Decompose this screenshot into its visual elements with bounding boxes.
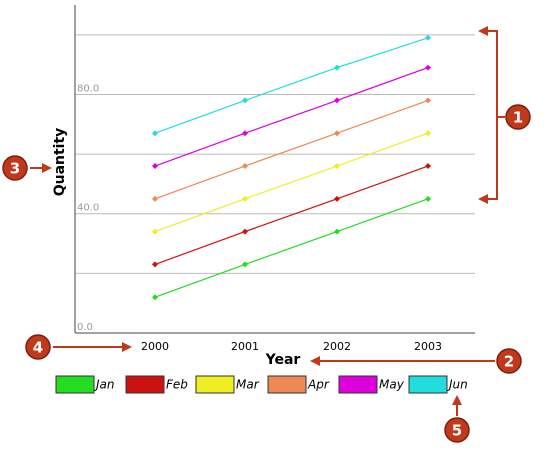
point [152, 163, 158, 170]
y-tick-label: 0.0 [77, 322, 93, 333]
point [334, 97, 340, 104]
y-tick-label: 40.0 [77, 203, 99, 214]
point [334, 163, 340, 170]
series-line [154, 67, 429, 167]
callout-badge [444, 417, 470, 443]
legend-label: Jan [94, 378, 115, 392]
x-axis-label: Year [265, 352, 301, 368]
legend-label: Jun [447, 378, 468, 392]
legend-label: Apr [307, 378, 330, 392]
series-line [154, 198, 429, 298]
x-tick-label: 2001 [231, 340, 259, 353]
series-line [154, 132, 429, 233]
point [242, 97, 248, 104]
point [334, 228, 340, 235]
legend-swatch [408, 375, 448, 394]
callouts [30, 30, 505, 416]
point [334, 130, 340, 137]
point [242, 163, 248, 170]
series-line [154, 99, 429, 200]
x-tick-label: 2000 [141, 340, 169, 353]
point [242, 228, 248, 235]
legend-label: Mar [236, 378, 260, 392]
point [242, 195, 248, 202]
point [152, 294, 158, 301]
point [425, 130, 431, 137]
legend-label: Feb [166, 378, 188, 392]
point [334, 64, 340, 71]
callout-number: 3 [10, 160, 20, 178]
legend-swatch [267, 375, 307, 394]
x-tick-label: 2003 [414, 340, 442, 353]
point [425, 64, 431, 71]
callout-badge [25, 334, 51, 360]
point [425, 97, 431, 104]
y-axis-label: Quantity [52, 128, 68, 197]
bracket [480, 30, 498, 200]
callout-number: 2 [504, 353, 514, 371]
point [152, 261, 158, 268]
callout-badge [496, 348, 522, 374]
legend-swatch [195, 375, 235, 394]
point [152, 130, 158, 137]
legend-swatch [125, 375, 165, 394]
point [152, 195, 158, 202]
point [425, 34, 431, 41]
point [425, 195, 431, 202]
legend-swatch [55, 375, 95, 394]
callout-badge [2, 155, 28, 181]
legend-label: May [379, 378, 405, 392]
point [242, 261, 248, 268]
legend-swatch [338, 375, 378, 394]
point [152, 228, 158, 235]
callout-number: 5 [452, 422, 462, 440]
callout-badge [505, 104, 531, 130]
point [242, 130, 248, 137]
point [334, 195, 340, 202]
callout-number: 4 [33, 339, 43, 357]
arrowheads [42, 26, 488, 405]
x-tick-label: 2002 [323, 340, 351, 353]
callout-number: 1 [513, 109, 523, 127]
series-line [154, 165, 429, 265]
series-line [154, 37, 429, 134]
y-tick-label: 80.0 [77, 83, 99, 94]
point [425, 163, 431, 170]
